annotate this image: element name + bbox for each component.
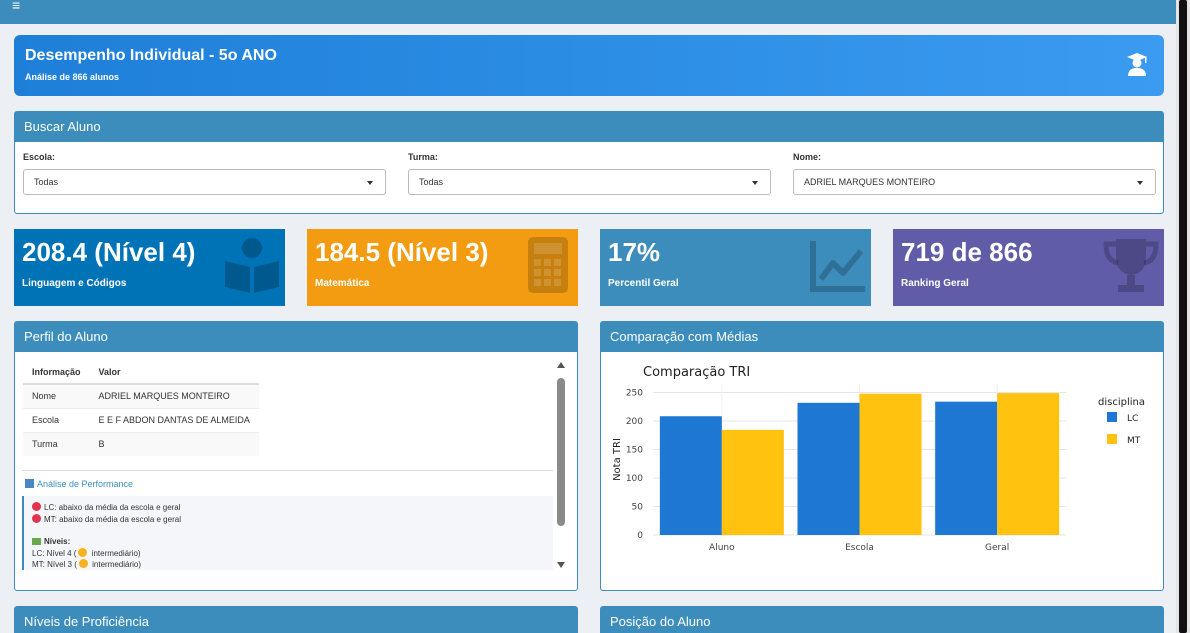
bar-lc-aluno	[659, 416, 722, 535]
bar-mt-geral	[997, 393, 1060, 535]
table-cell: Nome	[23, 383, 90, 408]
yellow-circle-icon	[78, 559, 88, 568]
book-reader-icon	[225, 238, 279, 293]
table-header[interactable]: Informação	[23, 360, 90, 385]
escola-select[interactable]: Todas	[23, 169, 386, 195]
kpi-mt-label: Matemática	[315, 278, 370, 289]
performance-analysis-heading: Análise de Performance	[25, 479, 133, 489]
kpi-lc: 208.4 (Nível 4) Linguagem e Códigos	[14, 229, 285, 306]
table-cell: ADRIEL MARQUES MONTEIRO	[89, 383, 259, 408]
chevron-down-icon	[752, 181, 758, 185]
nome-select-value: ADRIEL MARQUES MONTEIRO	[804, 177, 936, 187]
kpi-percentil: 17% Percentil Geral	[600, 229, 871, 306]
search-panel-title: Buscar Aluno	[15, 112, 1163, 142]
kpi-percentil-value: 17%	[608, 237, 661, 267]
y-tick-label: 0	[637, 531, 643, 541]
turma-label: Turma:	[408, 152, 438, 162]
kpi-ranking: 719 de 866 Ranking Geral	[893, 229, 1164, 306]
page-subtitle: Análise de 866 alunos	[25, 72, 120, 82]
y-tick-label: 250	[626, 389, 643, 399]
escola-label: Escola:	[23, 152, 56, 162]
calculator-icon	[528, 237, 568, 293]
bar-chart-icon	[25, 479, 34, 488]
turma-select[interactable]: Todas	[408, 169, 771, 195]
x-tick-label: Aluno	[709, 543, 735, 553]
legend-label: MT	[1127, 436, 1141, 446]
x-tick-label: Escola	[845, 543, 874, 553]
niveis-heading: Níveis:	[44, 537, 71, 546]
page-title: Desempenho Individual - 5o ANO	[25, 47, 277, 64]
proficiency-panel-title: Níveis de Proficiência	[15, 607, 577, 633]
scroll-down-icon[interactable]	[557, 562, 565, 568]
legend-swatch-lc	[1107, 412, 1117, 422]
legend-swatch-mt	[1107, 434, 1117, 444]
table-cell: Turma	[23, 431, 90, 456]
top-navbar: ≡	[0, 0, 1176, 24]
table-cell: Escola	[23, 407, 90, 432]
student-info-table: Informação Valor Nome ADRIEL MARQUES MON…	[23, 360, 259, 456]
y-tick-label: 100	[626, 474, 643, 484]
escola-select-value: Todas	[34, 177, 59, 187]
bar-mt-escola	[859, 393, 922, 535]
kpi-ranking-value: 719 de 866	[901, 237, 1033, 267]
table-row: Escola E E F ABDON DANTAS DE ALMEIDA	[23, 407, 259, 432]
kpi-ranking-label: Ranking Geral	[901, 278, 969, 289]
menu-toggle-icon[interactable]: ≡	[12, 0, 21, 13]
books-icon	[32, 538, 41, 545]
red-circle-icon	[32, 513, 41, 523]
chevron-down-icon	[367, 181, 373, 185]
graduate-user-icon	[1127, 53, 1147, 76]
legend-title: disciplina	[1098, 397, 1145, 408]
table-cell: E E F ABDON DANTAS DE ALMEIDA	[89, 407, 259, 432]
line-chart-icon	[810, 241, 865, 292]
table-row: Turma B	[23, 431, 259, 456]
bar-lc-geral	[935, 401, 998, 535]
nome-select[interactable]: ADRIEL MARQUES MONTEIRO	[793, 169, 1156, 195]
trophy-icon	[1103, 239, 1159, 292]
search-student-panel: Buscar Aluno Escola: Todas Turma: Todas …	[14, 111, 1164, 214]
scroll-up-icon[interactable]	[557, 362, 565, 368]
yellow-circle-icon	[78, 547, 88, 557]
page-scrollbar[interactable]	[1176, 0, 1190, 633]
table-header[interactable]: Valor	[89, 360, 259, 385]
chevron-down-icon	[1137, 181, 1143, 185]
kpi-lc-label: Linguagem e Códigos	[22, 278, 127, 289]
student-position-panel: Posição do Aluno	[600, 606, 1164, 633]
page-scrollbar-thumb[interactable]	[1179, 0, 1187, 633]
student-profile-panel: Perfil do Aluno Informação Valor Nome AD…	[14, 321, 578, 591]
profile-scrollbar[interactable]	[555, 362, 567, 568]
turma-select-value: Todas	[419, 177, 444, 187]
legend-label: LC	[1127, 414, 1138, 424]
comparison-bar-chart: Comparação TRI 0 50 100 150 200 250 Aluno Escola…	[612, 365, 1145, 553]
x-tick-label: Geral	[985, 543, 1009, 553]
y-axis-label: Nota TRI	[612, 438, 623, 481]
kpi-mt-value: 184.5 (Nível 3)	[315, 237, 489, 267]
red-circle-icon	[32, 502, 41, 511]
kpi-percentil-label: Percentil Geral	[608, 278, 679, 289]
performance-analysis-block: LC: abaixo da média da escola e geral MT…	[22, 496, 553, 570]
kpi-mt: 184.5 (Nível 3) Matemática	[307, 229, 578, 306]
table-cell: B	[89, 431, 259, 456]
page-header: Desempenho Individual - 5o ANO Análise d…	[14, 35, 1164, 96]
kpi-lc-value: 208.4 (Nível 4)	[22, 237, 196, 267]
position-panel-title: Posição do Aluno	[601, 607, 1163, 633]
table-row: Nome ADRIEL MARQUES MONTEIRO	[23, 383, 259, 408]
divider	[22, 470, 553, 471]
scrollbar-thumb[interactable]	[557, 378, 565, 526]
proficiency-levels-panel: Níveis de Proficiência	[14, 606, 578, 633]
nome-label: Nome:	[793, 152, 822, 162]
bar-mt-aluno	[721, 429, 784, 535]
comparison-panel-title: Comparação com Médias	[601, 322, 1163, 352]
comparison-panel: Comparação com Médias Comparação TRI 0 50 1…	[600, 321, 1164, 591]
bar-lc-escola	[797, 402, 860, 535]
y-tick-label: 150	[626, 446, 643, 456]
y-tick-label: 200	[626, 417, 643, 427]
profile-panel-title: Perfil do Aluno	[15, 322, 577, 352]
lc-analysis-text: LC: abaixo da média da escola e geral	[44, 503, 181, 512]
y-tick-label: 50	[632, 503, 644, 513]
chart-title: Comparação TRI	[643, 365, 750, 380]
mt-analysis-text: MT: abaixo da média da escola e geral	[44, 514, 181, 524]
